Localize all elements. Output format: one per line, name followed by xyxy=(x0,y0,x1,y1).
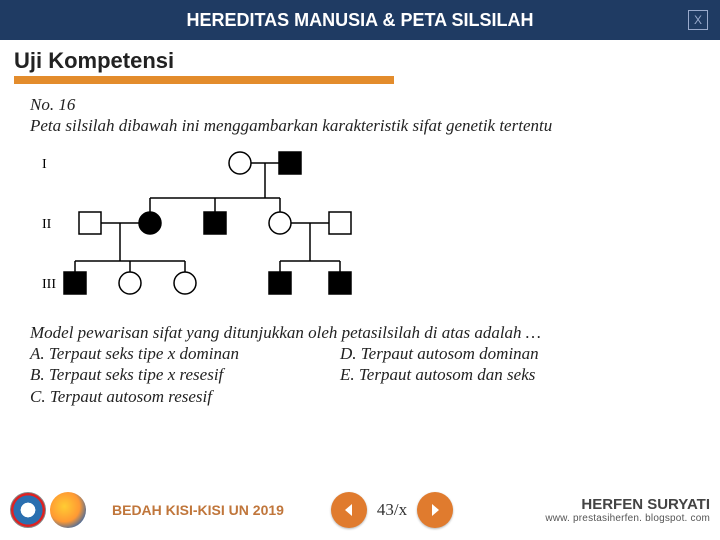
option-b: B. Terpaut seks tipe x resesif xyxy=(30,364,340,385)
option-a: A. Terpaut seks tipe x dominan xyxy=(30,343,340,364)
section-title: Uji Kompetensi xyxy=(0,40,720,76)
svg-text:I: I xyxy=(42,157,47,172)
section-underline xyxy=(14,76,394,84)
question-stem: Model pewarisan sifat yang ditunjukkan o… xyxy=(30,322,696,343)
pedigree-diagram: IIIIII xyxy=(30,143,696,318)
svg-text:II: II xyxy=(42,217,52,232)
question-number: No. 16 xyxy=(30,94,696,115)
options: A. Terpaut seks tipe x dominan B. Terpau… xyxy=(30,343,696,407)
next-button[interactable] xyxy=(417,492,453,528)
content-area: No. 16 Peta silsilah dibawah ini menggam… xyxy=(0,90,720,407)
footer-nav: 43/x xyxy=(284,492,500,528)
header-bar: HEREDITAS MANUSIA & PETA SILSILAH X xyxy=(0,0,720,40)
option-c: C. Terpaut autosom resesif xyxy=(30,386,340,407)
footer-title: BEDAH KISI-KISI UN 2019 xyxy=(112,502,284,518)
author-url: www. prestasiherfen. blogspot. com xyxy=(500,513,710,524)
page-indicator: 43/x xyxy=(377,500,407,520)
page-title: HEREDITAS MANUSIA & PETA SILSILAH xyxy=(186,10,533,31)
logo-icon-2 xyxy=(50,492,86,528)
footer-left xyxy=(10,492,110,528)
question-prompt: Peta silsilah dibawah ini menggambarkan … xyxy=(30,115,696,136)
close-button[interactable]: X xyxy=(688,10,708,30)
logo-icon xyxy=(10,492,46,528)
author-name: HERFEN SURYATI xyxy=(500,496,710,513)
prev-button[interactable] xyxy=(331,492,367,528)
footer-right: HERFEN SURYATI www. prestasiherfen. blog… xyxy=(500,496,710,524)
footer: BEDAH KISI-KISI UN 2019 43/x HERFEN SURY… xyxy=(0,480,720,540)
svg-text:III: III xyxy=(42,277,56,292)
option-d: D. Terpaut autosom dominan xyxy=(340,343,539,364)
option-e: E. Terpaut autosom dan seks xyxy=(340,364,539,385)
